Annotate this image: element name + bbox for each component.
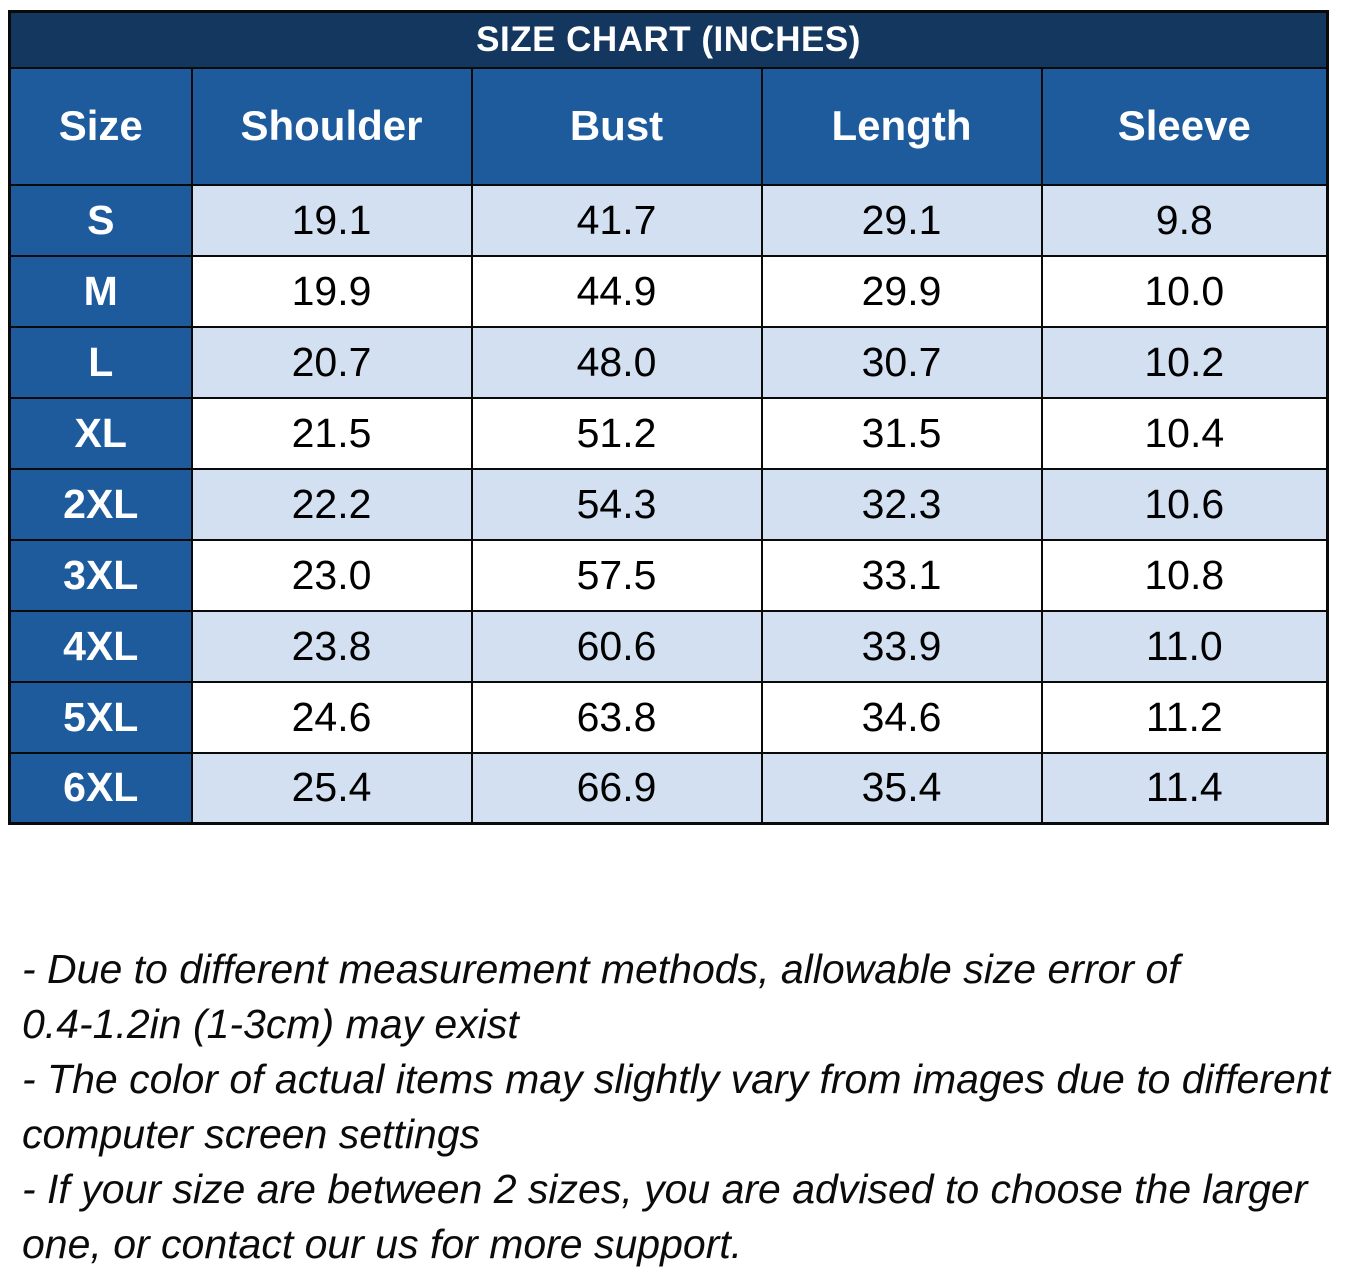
table-row-l: L 20.7 48.0 30.7 10.2 (8, 325, 1329, 399)
sleeve-value: 11.0 (1040, 609, 1329, 683)
column-header-shoulder: Shoulder (190, 66, 473, 186)
shoulder-value: 19.9 (190, 254, 473, 328)
table-title-row: SIZE CHART (INCHES) (8, 10, 1329, 69)
table-row-4xl: 4XL 23.8 60.6 33.9 11.0 (8, 609, 1329, 683)
size-label: L (8, 325, 193, 399)
size-notes: - Due to different measurement methods, … (22, 942, 1347, 1272)
shoulder-value: 19.1 (190, 183, 473, 257)
size-label: XL (8, 396, 193, 470)
table-row-5xl: 5XL 24.6 63.8 34.6 11.2 (8, 680, 1329, 754)
shoulder-value: 25.4 (190, 751, 473, 825)
note-line: - If your size are between 2 sizes, you … (22, 1166, 1308, 1212)
note-line: - Due to different measurement methods, … (22, 946, 1180, 992)
table-row-3xl: 3XL 23.0 57.5 33.1 10.8 (8, 538, 1329, 612)
bust-value: 51.2 (470, 396, 763, 470)
length-value: 32.3 (760, 467, 1043, 541)
shoulder-value: 22.2 (190, 467, 473, 541)
column-header-sleeve: Sleeve (1040, 66, 1329, 186)
length-value: 29.1 (760, 183, 1043, 257)
size-label: S (8, 183, 193, 257)
bust-value: 60.6 (470, 609, 763, 683)
sleeve-value: 11.2 (1040, 680, 1329, 754)
length-value: 29.9 (760, 254, 1043, 328)
bust-value: 66.9 (470, 751, 763, 825)
bust-value: 54.3 (470, 467, 763, 541)
length-value: 31.5 (760, 396, 1043, 470)
table-row-2xl: 2XL 22.2 54.3 32.3 10.6 (8, 467, 1329, 541)
column-header-size: Size (8, 66, 193, 186)
table-header-row: Size Shoulder Bust Length Sleeve (8, 66, 1329, 186)
length-value: 35.4 (760, 751, 1043, 825)
bust-value: 41.7 (470, 183, 763, 257)
shoulder-value: 23.8 (190, 609, 473, 683)
size-chart-table: SIZE CHART (INCHES) Size Shoulder Bust L… (8, 10, 1330, 825)
column-header-bust: Bust (470, 66, 763, 186)
note-line: one, or contact our us for more support. (22, 1221, 743, 1267)
length-value: 30.7 (760, 325, 1043, 399)
size-label: M (8, 254, 193, 328)
note-line: - The color of actual items may slightly… (22, 1056, 1330, 1102)
table-row-m: M 19.9 44.9 29.9 10.0 (8, 254, 1329, 328)
note-color-variance: - The color of actual items may slightly… (22, 1052, 1347, 1162)
sleeve-value: 9.8 (1040, 183, 1329, 257)
size-label: 4XL (8, 609, 193, 683)
sleeve-value: 10.8 (1040, 538, 1329, 612)
size-label: 5XL (8, 680, 193, 754)
length-value: 33.9 (760, 609, 1043, 683)
sleeve-value: 10.6 (1040, 467, 1329, 541)
column-header-length: Length (760, 66, 1043, 186)
sleeve-value: 11.4 (1040, 751, 1329, 825)
table-row-6xl: 6XL 25.4 66.9 35.4 11.4 (8, 751, 1329, 825)
table-row-xl: XL 21.5 51.2 31.5 10.4 (8, 396, 1329, 470)
shoulder-value: 24.6 (190, 680, 473, 754)
table-row-s: S 19.1 41.7 29.1 9.8 (8, 183, 1329, 257)
note-line: 0.4-1.2in (1-3cm) may exist (22, 1001, 519, 1047)
note-line: computer screen settings (22, 1111, 481, 1157)
shoulder-value: 21.5 (190, 396, 473, 470)
sleeve-value: 10.0 (1040, 254, 1329, 328)
table-title: SIZE CHART (INCHES) (8, 10, 1329, 69)
note-measurement-error: - Due to different measurement methods, … (22, 942, 1347, 1052)
note-between-sizes: - If your size are between 2 sizes, you … (22, 1162, 1347, 1272)
bust-value: 44.9 (470, 254, 763, 328)
sleeve-value: 10.2 (1040, 325, 1329, 399)
size-label: 2XL (8, 467, 193, 541)
bust-value: 57.5 (470, 538, 763, 612)
sleeve-value: 10.4 (1040, 396, 1329, 470)
size-label: 3XL (8, 538, 193, 612)
bust-value: 63.8 (470, 680, 763, 754)
shoulder-value: 20.7 (190, 325, 473, 399)
length-value: 34.6 (760, 680, 1043, 754)
length-value: 33.1 (760, 538, 1043, 612)
shoulder-value: 23.0 (190, 538, 473, 612)
size-label: 6XL (8, 751, 193, 825)
bust-value: 48.0 (470, 325, 763, 399)
